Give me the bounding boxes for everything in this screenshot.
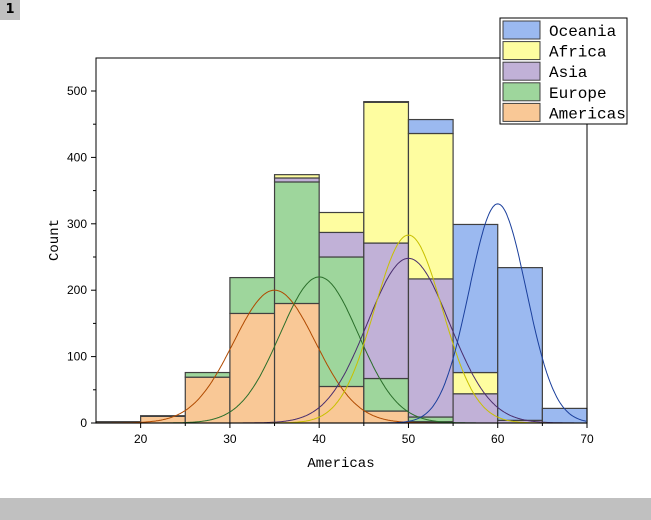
x-tick-label: 30 <box>223 432 237 446</box>
bar-africa <box>273 174 320 179</box>
bar-oceania <box>407 118 454 135</box>
legend-label-americas: Americas <box>549 105 626 123</box>
bar-africa <box>407 132 454 280</box>
bar-europe <box>184 371 231 378</box>
bars-layer <box>95 101 588 424</box>
legend-label-africa: Africa <box>549 44 607 62</box>
bar-europe <box>318 256 365 388</box>
bar-africa <box>363 101 410 244</box>
y-tick-label: 100 <box>67 350 87 364</box>
bar-asia <box>363 242 410 380</box>
bar-asia <box>318 231 365 258</box>
bar-oceania <box>497 267 543 421</box>
y-tick-label: 500 <box>67 84 87 98</box>
y-tick-label: 0 <box>80 416 87 430</box>
y-tick-label: 300 <box>67 217 87 231</box>
bar-europe <box>140 415 186 417</box>
x-tick-label: 60 <box>491 432 505 446</box>
legend-swatch-americas <box>502 102 541 122</box>
legend-swatch-africa <box>502 41 541 61</box>
bar-oceania <box>452 223 499 374</box>
bar-oceania <box>363 101 410 103</box>
legend-label-europe: Europe <box>549 85 607 103</box>
bar-asia <box>407 278 454 418</box>
y-axis-title: Count <box>47 219 63 261</box>
x-axis-title: Americas <box>307 456 374 472</box>
bar-americas <box>273 302 320 424</box>
legend-label-oceania: Oceania <box>549 23 617 41</box>
legend: Oceania Africa Asia Europe Americas <box>499 17 628 125</box>
legend-swatch-europe <box>502 82 541 102</box>
bar-africa <box>452 371 499 395</box>
legend-swatch-asia <box>502 61 541 81</box>
x-tick-label: 40 <box>313 432 327 446</box>
y-tick-label: 200 <box>67 283 87 297</box>
y-tick-label: 400 <box>67 150 87 164</box>
histogram-chart: 20 30 40 50 60 70 0 100 200 300 400 500 Americas Co… <box>47 17 628 472</box>
bar-americas <box>363 410 410 424</box>
page-label[interactable]: 1 <box>0 0 20 20</box>
x-tick-label: 20 <box>134 432 148 446</box>
bar-asia <box>452 393 499 424</box>
bar-africa <box>318 211 365 234</box>
bar-europe <box>363 377 410 412</box>
legend-label-asia: Asia <box>549 64 588 82</box>
bar-americas <box>184 376 231 424</box>
axes-layer: 20 30 40 50 60 70 0 100 200 300 400 500 <box>67 84 594 446</box>
legend-swatch-oceania <box>502 20 541 40</box>
x-tick-label: 50 <box>402 432 416 446</box>
bar-oceania <box>541 407 588 424</box>
x-tick-label: 70 <box>580 432 594 446</box>
plot-frame <box>95 57 588 424</box>
bar-europe <box>273 181 320 305</box>
status-bar <box>0 498 651 520</box>
